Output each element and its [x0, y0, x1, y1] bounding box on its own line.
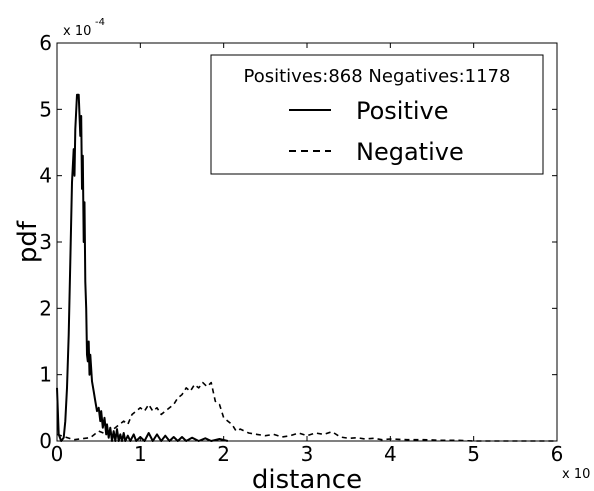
y-tick-label: 5 — [39, 97, 52, 121]
legend-negative-label: Negative — [356, 138, 464, 166]
legend: Positives:868 Negatives:1178 Positive Ne… — [210, 54, 544, 175]
x-multiplier-base: x 10 — [562, 467, 590, 482]
x-tick-label: 4 — [384, 442, 397, 466]
ticks-layer: 0 1 2 3 4 5 6 0 1 2 3 4 5 6 — [39, 31, 563, 466]
y-tick-label: 0 — [39, 429, 52, 453]
series-layer — [56, 93, 557, 442]
legend-box — [210, 54, 544, 175]
y-multiplier: x 10 -4 — [63, 17, 105, 39]
y-tick-label: 1 — [39, 363, 52, 387]
x-axis-label: distance — [252, 465, 362, 491]
x-tick-label: 6 — [551, 442, 564, 466]
y-axis-label: pdf — [13, 220, 43, 263]
legend-positive-label: Positive — [356, 97, 449, 125]
x-multiplier: x 10 — [562, 467, 590, 482]
y-tick-label: 3 — [39, 230, 52, 254]
series-line-positive — [56, 93, 229, 442]
y-tick-label: 2 — [39, 296, 52, 320]
legend-title: Positives:868 Negatives:1178 — [244, 66, 511, 87]
x-tick-label: 0 — [51, 442, 64, 466]
x-tick-label: 1 — [134, 442, 147, 466]
y-multiplier-base: x 10 — [63, 24, 91, 39]
y-tick-label: 4 — [39, 164, 52, 188]
x-tick-label: 5 — [467, 442, 480, 466]
x-tick-label: 3 — [301, 442, 314, 466]
y-tick-label: 6 — [39, 31, 52, 55]
series-line-negative — [56, 381, 557, 442]
x-tick-label: 2 — [217, 442, 230, 466]
y-multiplier-exponent: -4 — [95, 17, 105, 28]
